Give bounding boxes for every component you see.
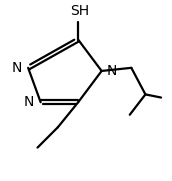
Text: N: N [24, 95, 34, 109]
Text: N: N [106, 64, 117, 78]
Text: N: N [12, 61, 22, 75]
Text: SH: SH [70, 4, 89, 18]
